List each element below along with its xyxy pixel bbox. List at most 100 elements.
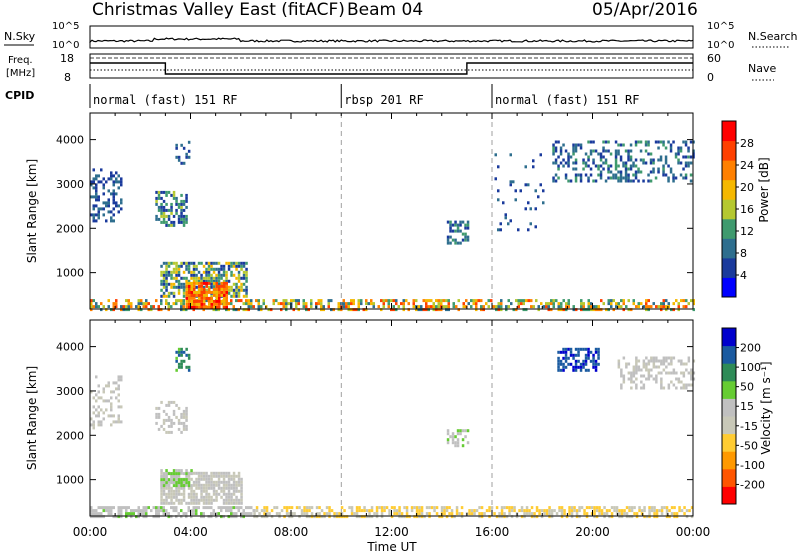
heatmap-cell	[210, 261, 213, 265]
heatmap-cell	[105, 399, 108, 403]
heatmap-cell	[162, 276, 166, 280]
heatmap-cell	[170, 506, 173, 510]
heatmap-cell	[668, 509, 671, 513]
heatmap-cell	[175, 267, 178, 271]
heatmap-cell	[295, 305, 298, 309]
heatmap-cell	[120, 405, 123, 409]
heatmap-cell	[509, 219, 512, 223]
heatmap-cell	[505, 308, 508, 312]
heatmap-cell	[418, 515, 421, 519]
heatmap-cell	[318, 506, 321, 510]
heatmap-cell	[625, 305, 628, 309]
heatmap-cell	[668, 515, 671, 519]
heatmap-cell	[615, 512, 619, 516]
heatmap-cell	[203, 287, 206, 291]
heatmap-cell	[182, 288, 186, 292]
heatmap-cell	[167, 214, 171, 218]
heatmap-cell	[370, 515, 374, 519]
heatmap-cell	[172, 475, 176, 479]
heatmap-cell	[242, 512, 245, 516]
heatmap-cell	[147, 308, 150, 312]
heatmap-cell	[649, 170, 653, 174]
heatmap-cell	[177, 484, 181, 488]
nave-tick-low: 0	[707, 71, 714, 84]
heatmap-cell	[198, 290, 201, 294]
heatmap-cell	[117, 204, 120, 208]
heatmap-cell	[223, 299, 226, 303]
heatmap-cell	[95, 302, 98, 306]
heatmap-cell	[215, 284, 218, 288]
heatmap-cell	[375, 506, 379, 510]
heatmap-cell	[200, 486, 203, 490]
heatmap-cell	[182, 308, 185, 312]
heatmap-cell	[195, 285, 198, 289]
heatmap-cell	[257, 299, 260, 303]
heatmap-cell	[185, 193, 188, 197]
heatmap-cell	[635, 368, 638, 372]
power-colorbar-label: Power [dB]	[757, 157, 771, 222]
heatmap-cell	[343, 515, 346, 519]
heatmap-cell	[272, 299, 275, 303]
heatmap-cell	[597, 308, 600, 312]
heatmap-cell	[170, 481, 173, 485]
heatmap-cell	[162, 427, 166, 431]
heatmap-cell	[198, 284, 201, 288]
heatmap-cell	[647, 359, 651, 363]
heatmap-cell	[574, 347, 578, 351]
heatmap-cell	[110, 509, 113, 513]
heatmap-cell	[197, 270, 201, 274]
heatmap-cell	[142, 509, 145, 513]
heatmap-cell	[632, 380, 636, 384]
heatmap-cell	[340, 515, 344, 519]
heatmap-cell	[647, 368, 651, 372]
heatmap-cell	[480, 308, 483, 312]
heatmap-cell	[232, 489, 236, 493]
heatmap-cell	[125, 506, 128, 510]
heatmap-cell	[663, 506, 666, 510]
heatmap-cell	[677, 305, 680, 309]
heatmap-cell	[177, 486, 181, 490]
heatmap-cell	[614, 173, 618, 177]
heatmap-cell	[160, 299, 163, 303]
heatmap-cell	[240, 489, 243, 493]
heatmap-cell	[207, 279, 211, 283]
heatmap-cell	[257, 305, 260, 309]
heatmap-cell	[205, 477, 208, 481]
heatmap-cell	[205, 296, 208, 300]
heatmap-cell	[375, 509, 379, 513]
heatmap-cell	[157, 509, 160, 513]
heatmap-cell	[177, 427, 181, 431]
velocity-colorbar-label: Velocity [m s⁻¹]	[759, 361, 773, 454]
heatmap-cell	[667, 179, 670, 183]
heatmap-cell	[682, 155, 685, 159]
heatmap-cell	[120, 308, 123, 312]
heatmap-cell	[160, 498, 163, 502]
heatmap-cell	[310, 506, 314, 510]
heatmap-cell	[97, 180, 100, 184]
heatmap-cell	[100, 420, 103, 424]
heatmap-cell	[162, 214, 166, 218]
heatmap-cell	[227, 279, 231, 283]
heatmap-cell	[222, 474, 226, 478]
heatmap-cell	[415, 509, 419, 513]
heatmap-cell	[559, 350, 563, 354]
heatmap-cell	[260, 509, 264, 513]
heatmap-cell	[222, 480, 226, 484]
heatmap-cell	[350, 299, 353, 303]
heatmap-cell	[220, 506, 223, 510]
heatmap-cell	[190, 273, 193, 277]
heatmap-cell	[193, 296, 196, 300]
heatmap-cell	[565, 302, 568, 306]
heatmap-cell	[533, 512, 536, 516]
heatmap-cell	[690, 371, 693, 375]
heatmap-cell	[242, 515, 245, 519]
heatmap-cell	[527, 299, 530, 303]
heatmap-cell	[318, 512, 321, 516]
velocity-heatmap-cells	[90, 347, 696, 519]
heatmap-cell	[640, 380, 643, 384]
heatmap-cell	[405, 509, 409, 513]
heatmap-cell	[602, 140, 605, 144]
heatmap-cell	[177, 489, 181, 493]
heatmap-cell	[90, 515, 93, 519]
heatmap-cell	[572, 146, 575, 150]
